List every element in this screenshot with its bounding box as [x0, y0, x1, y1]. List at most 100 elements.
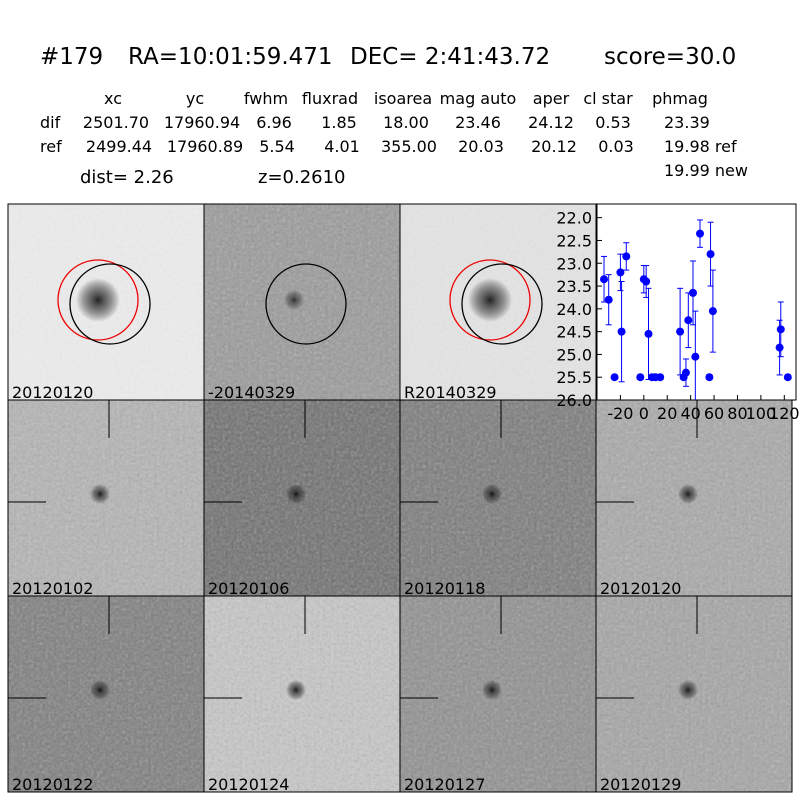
ref-circle	[449, 259, 531, 341]
panel-label: -20140329	[208, 383, 295, 402]
point	[600, 275, 609, 284]
source	[468, 278, 512, 322]
ref-circle	[57, 259, 139, 341]
panel-frame	[595, 595, 793, 793]
cell: 17960.89	[167, 137, 243, 156]
y-tick-label: 22.0	[556, 209, 592, 228]
cell: 23.46	[455, 113, 501, 132]
column-header: cl star	[583, 89, 633, 108]
y-tick-label: 23.5	[556, 277, 592, 296]
column-header: xc	[104, 89, 122, 108]
panel-label: 20120118	[404, 579, 485, 598]
column-header: fluxrad	[302, 89, 358, 108]
point	[775, 343, 784, 352]
cell: 6.96	[256, 113, 292, 132]
point	[706, 250, 715, 259]
y-tick-label: 25.5	[556, 368, 592, 387]
column-header: isoarea	[374, 89, 432, 108]
source	[678, 680, 698, 700]
cell: 18.00	[383, 113, 429, 132]
column-header: mag auto	[440, 89, 517, 108]
cell: 2501.70	[83, 113, 149, 132]
cell: 20.03	[458, 137, 504, 156]
source	[90, 680, 110, 700]
cell: 0.53	[595, 113, 631, 132]
point	[617, 327, 626, 336]
dec: DEC= 2:41:43.72	[350, 44, 550, 70]
source	[482, 484, 502, 504]
y-tick-label: 24.5	[556, 323, 592, 342]
row-label: dif	[40, 113, 61, 132]
panel-label: 20120120	[600, 579, 681, 598]
column-header: yc	[186, 89, 204, 108]
point	[636, 373, 645, 382]
point	[688, 288, 697, 297]
x-tick-label: 100	[746, 404, 777, 423]
aperture	[69, 263, 151, 345]
panel-label: 20120106	[208, 579, 289, 598]
column-header: fwhm	[244, 89, 288, 108]
point	[783, 373, 792, 382]
panel-label: 20120120	[12, 383, 93, 402]
source	[286, 484, 306, 504]
point	[644, 329, 653, 338]
cell: 23.39	[664, 113, 710, 132]
point	[705, 373, 714, 382]
y-tick-label: 24.0	[556, 300, 592, 319]
x-tick-label: 0	[639, 404, 649, 423]
ra: RA=10:01:59.471	[128, 44, 333, 70]
panel-label: 20120122	[12, 775, 93, 794]
aperture	[265, 263, 347, 345]
source	[678, 484, 698, 504]
x-tick-label: 40	[680, 404, 700, 423]
source	[286, 680, 306, 700]
cell: 19.98 ref	[664, 137, 737, 156]
point	[642, 277, 651, 286]
series	[600, 219, 792, 400]
point	[708, 307, 717, 316]
row-label: ref	[40, 137, 62, 156]
panel-label: 20120124	[208, 775, 289, 794]
y-tick-label: 23.0	[556, 254, 592, 273]
cell: 4.01	[324, 137, 360, 156]
redshift: z=0.2610	[258, 167, 346, 188]
panel-label: 20120127	[404, 775, 485, 794]
point	[681, 368, 690, 377]
cell: 355.00	[381, 137, 437, 156]
x-tick-label: 60	[704, 404, 724, 423]
cell: 2499.44	[86, 137, 152, 156]
cell: 20.12	[531, 137, 577, 156]
x-tick-label: 120	[769, 404, 800, 423]
object-id: #179	[40, 44, 103, 70]
point	[776, 325, 785, 334]
cell: 0.03	[598, 137, 634, 156]
point	[604, 295, 613, 304]
y-tick-label: 22.5	[556, 231, 592, 250]
source	[90, 484, 110, 504]
point	[684, 316, 693, 325]
aperture	[461, 263, 543, 345]
cell: 1.85	[321, 113, 357, 132]
point	[622, 252, 631, 261]
column-header: aper	[533, 89, 570, 108]
score: score=30.0	[604, 44, 736, 70]
point	[616, 268, 625, 277]
point	[610, 373, 619, 382]
panel-label: 20120102	[12, 579, 93, 598]
y-tick-label: 25.0	[556, 345, 592, 364]
point	[691, 352, 700, 361]
panel-label: R20140329	[404, 383, 497, 402]
source	[284, 290, 304, 310]
x-tick-label: 20	[657, 404, 677, 423]
x-tick-label: 80	[727, 404, 747, 423]
cell: 24.12	[528, 113, 574, 132]
cell: 17960.94	[164, 113, 240, 132]
x-tick-label: -20	[607, 404, 633, 423]
point	[696, 229, 705, 238]
phmag-new: 19.99 new	[664, 161, 748, 180]
plot-area	[596, 203, 797, 401]
point	[676, 327, 685, 336]
dist: dist= 2.26	[80, 167, 174, 188]
source	[76, 278, 120, 322]
